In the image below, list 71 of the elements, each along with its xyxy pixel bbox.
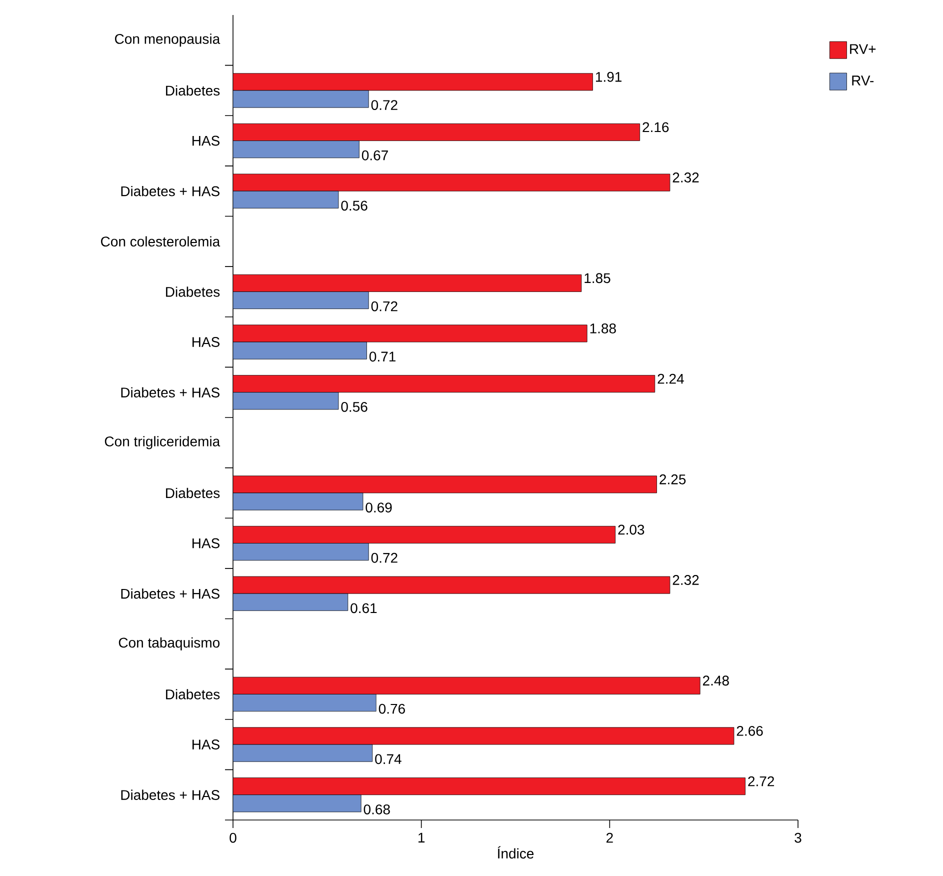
y-tick-label: Con colesterolemia	[101, 236, 220, 247]
bar	[233, 794, 362, 812]
data-label: 2.32	[672, 575, 699, 585]
y-tick-label: Diabetes + HAS	[121, 790, 220, 800]
y-tick-label: HAS	[192, 136, 220, 146]
data-label: 2.72	[748, 776, 774, 786]
bar	[233, 324, 588, 342]
y-tick-label: Con trigliceridemia	[104, 436, 220, 450]
bar	[233, 375, 656, 393]
legend-label: RV+	[850, 44, 876, 54]
data-label: 2.16	[642, 122, 669, 132]
bar	[233, 576, 670, 594]
y-tick-label: Diabetes	[166, 689, 220, 700]
data-label: 0.61	[350, 603, 377, 614]
y-tick-label: Diabetes	[166, 488, 220, 498]
bar	[233, 526, 616, 544]
data-label: 0.74	[375, 754, 402, 764]
bar	[233, 123, 640, 141]
data-label: 2.32	[672, 172, 699, 182]
data-label: 0.68	[364, 804, 390, 814]
data-label: 2.24	[658, 374, 684, 384]
x-axis-title: Índice	[498, 846, 534, 859]
data-label: 0.69	[366, 502, 392, 513]
data-label: 0.71	[369, 352, 396, 362]
data-label: 1.85	[584, 273, 610, 284]
data-label: 0.56	[341, 402, 368, 412]
data-label: 0.72	[371, 552, 398, 563]
y-tick-label: Diabetes	[166, 286, 220, 297]
bar	[233, 73, 593, 91]
data-label: 0.72	[371, 301, 398, 312]
x-tick-label: 2	[606, 832, 613, 843]
bar	[233, 174, 670, 192]
y-tick-label: Con tabaquismo	[118, 637, 220, 650]
data-label: 0.72	[371, 100, 398, 110]
x-tick-label: 0	[230, 832, 236, 843]
y-tick-label: HAS	[192, 538, 220, 548]
bar	[233, 727, 734, 745]
bar	[233, 342, 367, 360]
y-tick-label: HAS	[192, 337, 220, 347]
data-label: 2.03	[618, 524, 644, 535]
y-tick-label: Diabetes + HAS	[121, 387, 220, 398]
data-label: 1.88	[590, 323, 616, 334]
bar	[233, 744, 373, 762]
data-label: 2.25	[660, 474, 686, 484]
x-tick-label: 1	[418, 832, 425, 842]
bar	[233, 392, 339, 410]
data-label: 1.91	[596, 72, 622, 82]
data-label: 0.76	[378, 704, 405, 714]
y-tick-label: Diabetes	[166, 85, 220, 96]
bar	[233, 292, 369, 310]
bar	[233, 593, 348, 611]
y-tick-label: Diabetes + HAS	[121, 588, 220, 599]
bar	[233, 90, 369, 108]
data-label: 0.56	[341, 200, 368, 211]
bar	[233, 778, 746, 796]
y-tick-label: Con menopausia	[114, 34, 220, 47]
x-tick-label: 3	[794, 832, 802, 843]
bar	[233, 543, 369, 561]
data-label: 2.66	[736, 726, 763, 736]
bar	[233, 676, 700, 694]
bar	[233, 694, 376, 712]
legend-label: RV-	[852, 76, 874, 86]
bar	[233, 492, 364, 510]
bar	[233, 190, 339, 208]
bar	[233, 274, 582, 292]
y-tick-label: HAS	[192, 740, 220, 750]
bar	[233, 476, 657, 494]
bar	[233, 140, 360, 158]
data-label: 2.48	[702, 676, 729, 686]
y-tick-label: Diabetes + HAS	[121, 186, 220, 196]
data-label: 0.67	[362, 150, 388, 160]
